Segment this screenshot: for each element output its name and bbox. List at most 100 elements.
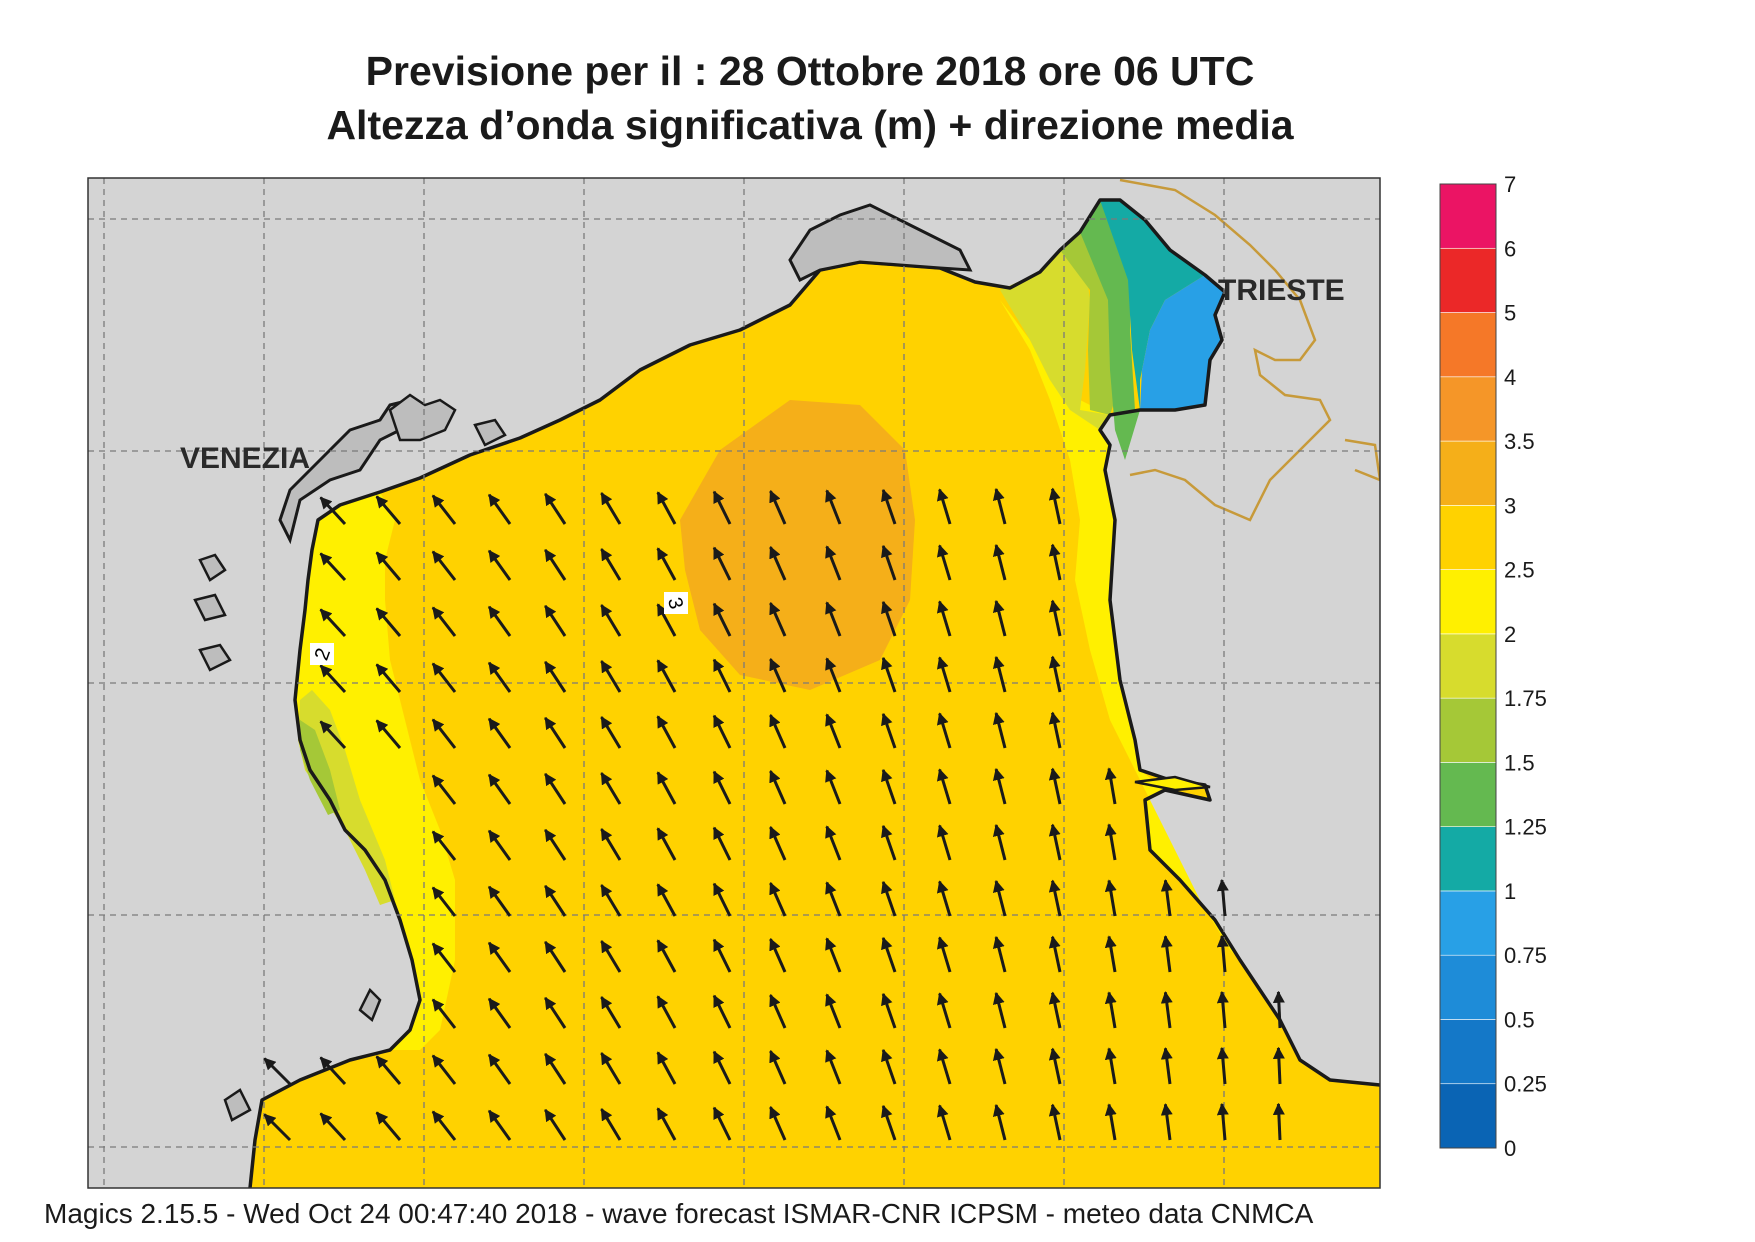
- direction-arrow: [656, 491, 677, 525]
- zone-1-1.25-gulf: [1100, 200, 1205, 410]
- colorbar-swatch: [1439, 890, 1497, 956]
- zone-1.75-2-west: [298, 690, 395, 905]
- contour-label-3: 3: [663, 592, 688, 614]
- direction-arrow: [544, 1108, 567, 1141]
- direction-arrow: [431, 830, 457, 861]
- colorbar-swatch: [1439, 697, 1497, 763]
- colorbar-tick-label: 3: [1504, 493, 1516, 518]
- direction-arrow: [1104, 823, 1117, 861]
- direction-arrow: [881, 1104, 897, 1141]
- direction-arrow: [375, 663, 402, 693]
- direction-arrow: [881, 768, 897, 805]
- direction-arrow: [600, 604, 622, 637]
- direction-arrow: [936, 1048, 952, 1085]
- direction-arrow: [1216, 1102, 1229, 1141]
- direction-arrow: [992, 599, 1007, 637]
- direction-arrow: [600, 1052, 622, 1085]
- direction-arrow: [319, 608, 347, 638]
- direction-arrow: [1160, 935, 1173, 973]
- direction-arrow: [375, 551, 402, 581]
- direction-arrow: [936, 992, 952, 1029]
- direction-arrow: [769, 770, 787, 805]
- direction-arrow: [881, 712, 897, 749]
- colorbar-tick-label: 1: [1504, 879, 1516, 904]
- direction-arrow: [656, 827, 677, 861]
- zone-3-3.5-core: [680, 400, 915, 690]
- colorbar-tick-label: 1.5: [1504, 750, 1535, 775]
- colorbar-tick-label: 2.5: [1504, 558, 1535, 583]
- colorbar-tick-label: 7: [1504, 172, 1516, 197]
- direction-arrow: [544, 604, 567, 637]
- direction-arrow: [544, 1052, 567, 1085]
- direction-arrow: [881, 992, 897, 1029]
- direction-arrow: [936, 656, 952, 693]
- direction-arrow: [656, 1107, 677, 1141]
- city-label-venezia: VENEZIA: [180, 442, 310, 475]
- direction-arrow: [487, 941, 512, 973]
- direction-arrow: [431, 550, 457, 581]
- north-land-peninsula: [788, 203, 973, 283]
- direction-arrow: [936, 824, 952, 861]
- direction-arrow: [1272, 1046, 1285, 1085]
- direction-arrow: [769, 714, 787, 749]
- direction-arrow: [769, 490, 787, 525]
- direction-arrow: [319, 1112, 347, 1142]
- direction-arrow: [656, 715, 677, 749]
- colorbar-swatch: [1439, 826, 1497, 892]
- direction-arrow: [825, 1049, 842, 1085]
- direction-arrow: [825, 825, 842, 861]
- direction-arrow: [600, 772, 622, 805]
- direction-arrow: [936, 712, 952, 749]
- direction-arrow: [375, 1111, 402, 1141]
- colorbar-swatch: [1439, 1019, 1497, 1085]
- direction-arrow: [656, 547, 677, 581]
- istria-coast-feature: [1134, 775, 1211, 792]
- direction-arrow: [375, 495, 402, 525]
- direction-arrow: [600, 492, 622, 525]
- colorbar-tick-label: 1.25: [1504, 815, 1547, 840]
- direction-arrow: [992, 879, 1007, 917]
- direction-arrow: [936, 936, 952, 973]
- direction-arrow: [431, 1054, 457, 1085]
- colorbar-tick-label: 0.75: [1504, 943, 1547, 968]
- direction-arrow: [544, 828, 567, 861]
- direction-arrow: [544, 660, 567, 693]
- direction-arrow: [1216, 934, 1229, 973]
- direction-arrow: [712, 882, 732, 917]
- direction-arrow: [656, 603, 677, 637]
- direction-arrow: [431, 1110, 457, 1141]
- direction-arrow: [825, 881, 842, 917]
- colorbar-swatch: [1439, 183, 1497, 249]
- direction-arrow: [825, 769, 842, 805]
- zone-2-2.5-west: [295, 492, 455, 1050]
- direction-arrow: [992, 823, 1007, 861]
- direction-arrow: [992, 1047, 1007, 1085]
- direction-arrow: [431, 662, 457, 693]
- direction-arrow: [1048, 991, 1062, 1029]
- direction-arrow: [487, 717, 512, 749]
- direction-arrow: [656, 1051, 677, 1085]
- direction-arrow: [881, 544, 897, 581]
- direction-arrow: [825, 713, 842, 749]
- direction-arrow: [600, 996, 622, 1029]
- city-label-trieste: TRIESTE: [1218, 274, 1345, 307]
- contour-label-2: 2: [310, 643, 335, 665]
- direction-arrow: [656, 939, 677, 973]
- direction-arrow: [487, 1053, 512, 1085]
- direction-arrow: [881, 824, 897, 861]
- direction-arrow: [881, 936, 897, 973]
- direction-arrow: [712, 770, 732, 805]
- direction-arrow: [1104, 767, 1117, 805]
- direction-arrow: [769, 1106, 787, 1141]
- direction-arrow: [769, 938, 787, 973]
- direction-arrow: [1160, 879, 1173, 917]
- direction-arrow: [769, 882, 787, 917]
- direction-arrow: [992, 767, 1007, 805]
- direction-arrow: [656, 995, 677, 1029]
- direction-arrow: [769, 994, 787, 1029]
- direction-arrow: [936, 600, 952, 637]
- direction-arrow: [769, 546, 787, 581]
- direction-arrow: [712, 938, 732, 973]
- direction-arrow: [712, 1050, 732, 1085]
